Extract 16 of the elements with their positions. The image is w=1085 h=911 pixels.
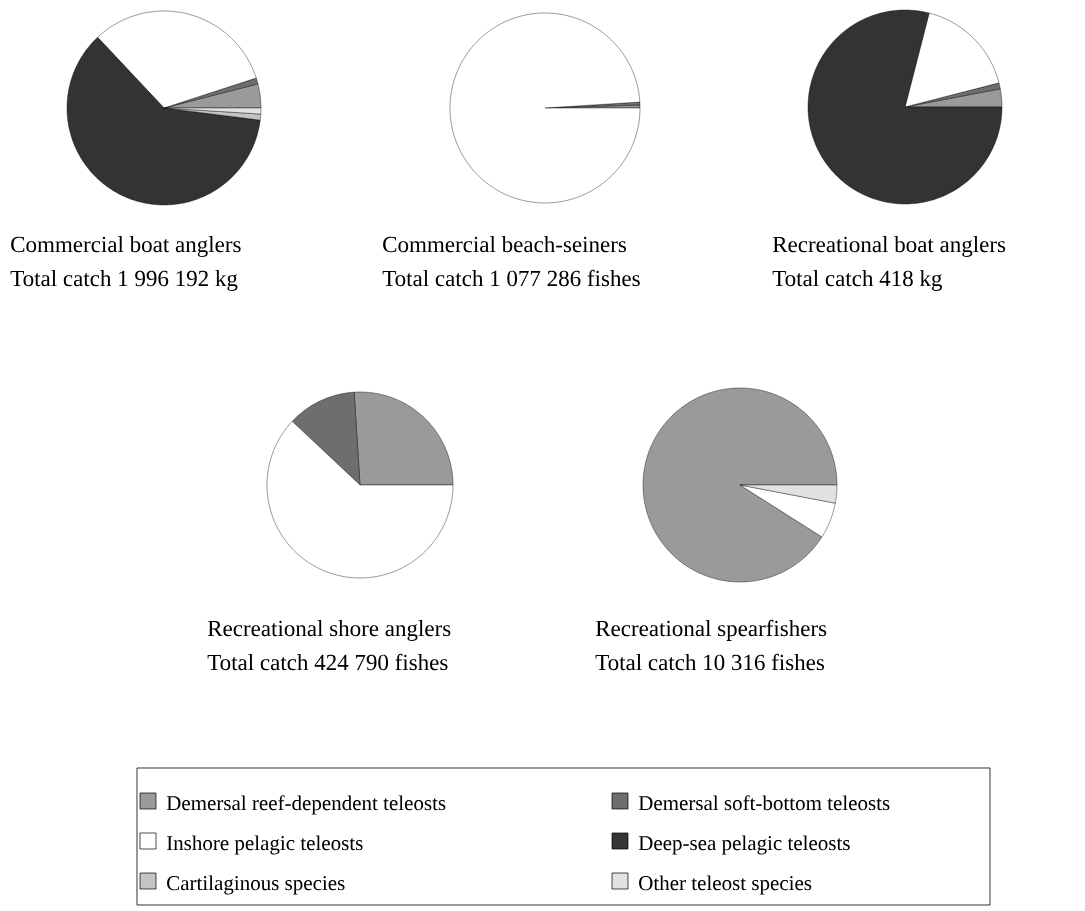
legend-label: Cartilaginous species [167,875,345,895]
text: Total catch 10 316 fishes [595,653,825,671]
text: Recreational boat anglers [772,236,1006,257]
legend-label: Deep-sea pelagic teleosts [638,835,850,855]
legend-label: Other teleost species [639,875,812,895]
text: Recreational shore anglers [207,620,451,641]
legend-label: Inshore pelagic teleosts [166,835,363,855]
text: Total catch 418 kg [772,270,942,291]
text: Commercial beach-seiners [383,236,627,253]
legend-label: Demersal soft-bottom teleosts [638,795,890,811]
legend-label: Demersal reef-dependent teleosts [166,795,446,815]
text: Commercial boat anglers [11,236,241,257]
text: Recreational spearfishers [595,619,827,641]
text: Total catch 1 996 192 kg [10,270,238,291]
text: Total catch 1 077 286 fishes [382,269,640,287]
text: Total catch 424 790 fishes [207,653,448,671]
